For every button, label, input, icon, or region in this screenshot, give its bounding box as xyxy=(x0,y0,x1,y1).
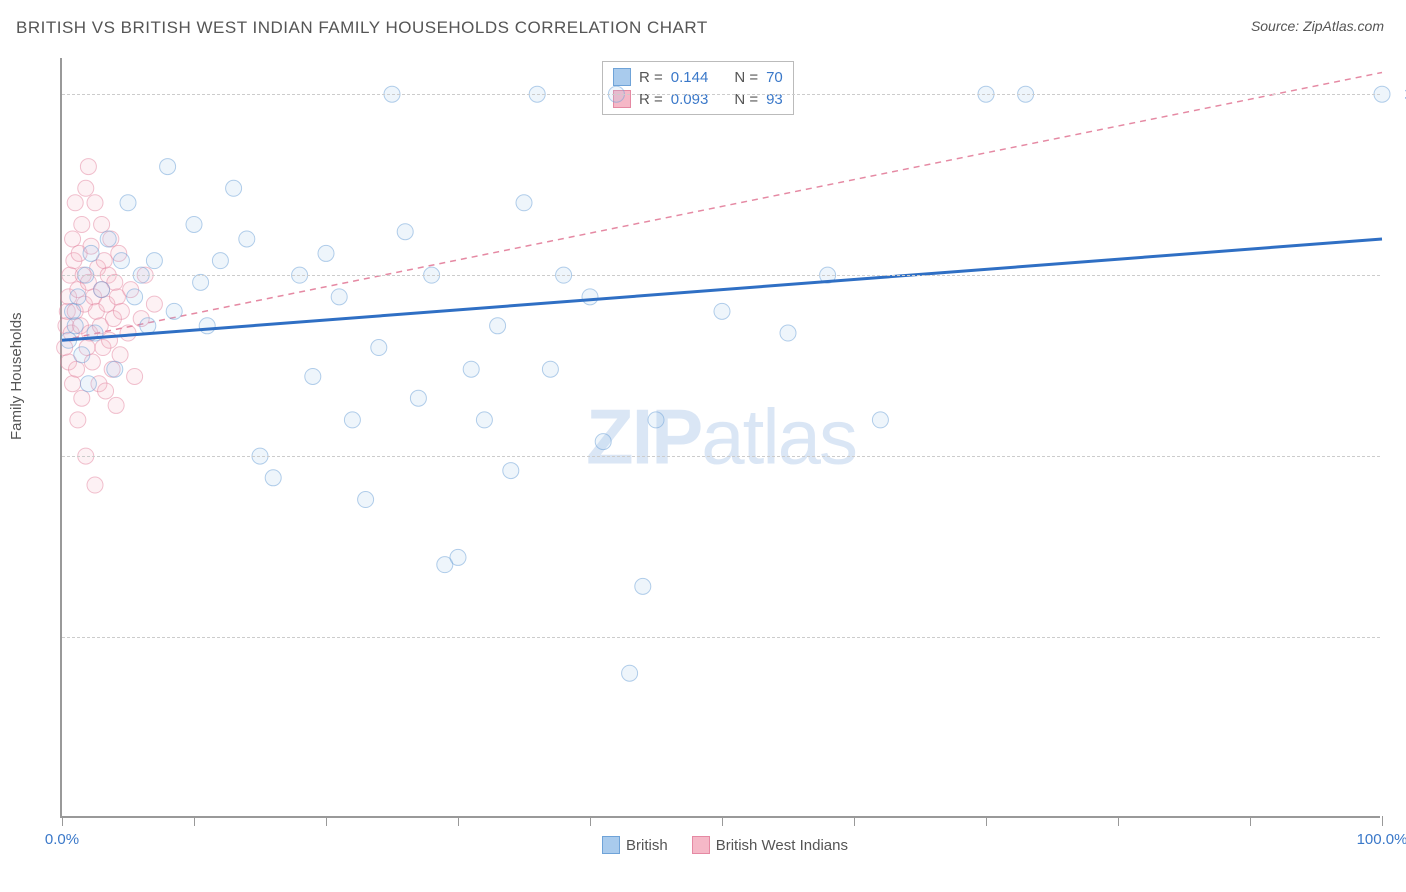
scatter-point-bwi xyxy=(80,159,96,175)
scatter-point-bwi xyxy=(65,376,81,392)
legend-swatch-icon xyxy=(602,836,620,854)
chart-container: BRITISH VS BRITISH WEST INDIAN FAMILY HO… xyxy=(0,0,1406,892)
scatter-point-bwi xyxy=(74,390,90,406)
trend-line-bwi xyxy=(62,72,1382,340)
gridline xyxy=(62,456,1380,457)
scatter-point-bwi xyxy=(102,332,118,348)
scatter-point-british xyxy=(83,245,99,261)
scatter-point-british xyxy=(318,245,334,261)
scatter-point-british xyxy=(100,231,116,247)
x-tick-label: 100.0% xyxy=(1357,831,1406,848)
scatter-point-bwi xyxy=(146,296,162,312)
scatter-point-bwi xyxy=(78,180,94,196)
scatter-point-british xyxy=(193,274,209,290)
scatter-point-british xyxy=(113,253,129,269)
scatter-point-british xyxy=(358,492,374,508)
scatter-point-bwi xyxy=(70,412,86,428)
x-tick xyxy=(722,816,723,826)
scatter-point-british xyxy=(65,303,81,319)
scatter-point-british xyxy=(714,303,730,319)
scatter-point-british xyxy=(239,231,255,247)
scatter-point-bwi xyxy=(69,361,85,377)
legend-item-british: British xyxy=(602,836,668,854)
scatter-point-british xyxy=(476,412,492,428)
scatter-point-british xyxy=(542,361,558,377)
scatter-point-british xyxy=(74,347,90,363)
scatter-point-british xyxy=(199,318,215,334)
trend-line-british xyxy=(62,239,1382,340)
scatter-point-british xyxy=(265,470,281,486)
scatter-point-british xyxy=(344,412,360,428)
scatter-point-british xyxy=(212,253,228,269)
scatter-point-british xyxy=(450,549,466,565)
legend-series: British British West Indians xyxy=(602,836,848,854)
x-tick xyxy=(1382,816,1383,826)
x-tick xyxy=(986,816,987,826)
x-tick xyxy=(590,816,591,826)
scatter-point-british xyxy=(872,412,888,428)
scatter-point-british xyxy=(635,578,651,594)
scatter-point-british xyxy=(80,376,96,392)
scatter-point-british xyxy=(331,289,347,305)
scatter-point-british xyxy=(146,253,162,269)
legend-swatch-icon xyxy=(692,836,710,854)
scatter-point-british xyxy=(67,318,83,334)
source-attribution: Source: ZipAtlas.com xyxy=(1251,18,1384,34)
scatter-point-bwi xyxy=(74,216,90,232)
scatter-point-british xyxy=(371,340,387,356)
x-tick xyxy=(326,816,327,826)
scatter-point-british xyxy=(127,289,143,305)
x-tick xyxy=(1250,816,1251,826)
scatter-point-british xyxy=(186,216,202,232)
scatter-point-british xyxy=(107,361,123,377)
scatter-point-bwi xyxy=(94,216,110,232)
scatter-point-british xyxy=(648,412,664,428)
scatter-point-british xyxy=(94,282,110,298)
scatter-point-british xyxy=(120,195,136,211)
scatter-point-bwi xyxy=(87,195,103,211)
scatter-point-british xyxy=(166,303,182,319)
x-tick xyxy=(62,816,63,826)
scatter-point-british xyxy=(410,390,426,406)
scatter-point-british xyxy=(70,289,86,305)
scatter-point-british xyxy=(595,434,611,450)
plot-area: ZIPatlas R = 0.144 N = 70 R = 0.093 N = … xyxy=(60,58,1380,818)
scatter-point-bwi xyxy=(108,397,124,413)
gridline xyxy=(62,637,1380,638)
scatter-point-british xyxy=(582,289,598,305)
scatter-point-bwi xyxy=(127,368,143,384)
scatter-point-bwi xyxy=(113,303,129,319)
scatter-point-bwi xyxy=(65,231,81,247)
y-axis-label: Family Households xyxy=(8,312,25,440)
scatter-point-british xyxy=(780,325,796,341)
gridline xyxy=(62,94,1380,95)
scatter-point-british xyxy=(397,224,413,240)
scatter-point-british xyxy=(463,361,479,377)
scatter-point-bwi xyxy=(87,477,103,493)
scatter-point-british xyxy=(490,318,506,334)
x-tick xyxy=(854,816,855,826)
scatter-point-bwi xyxy=(98,383,114,399)
x-tick xyxy=(1118,816,1119,826)
scatter-point-british xyxy=(503,463,519,479)
scatter-point-british xyxy=(160,159,176,175)
x-tick xyxy=(458,816,459,826)
scatter-point-bwi xyxy=(112,347,128,363)
scatter-svg xyxy=(62,58,1382,818)
legend-item-bwi: British West Indians xyxy=(692,836,848,854)
gridline xyxy=(62,275,1380,276)
scatter-point-bwi xyxy=(67,195,83,211)
scatter-point-british xyxy=(226,180,242,196)
scatter-point-british xyxy=(622,665,638,681)
scatter-point-british xyxy=(305,368,321,384)
x-tick xyxy=(194,816,195,826)
scatter-point-british xyxy=(140,318,156,334)
chart-title: BRITISH VS BRITISH WEST INDIAN FAMILY HO… xyxy=(16,18,708,38)
x-tick-label: 0.0% xyxy=(45,831,79,848)
scatter-point-british xyxy=(516,195,532,211)
